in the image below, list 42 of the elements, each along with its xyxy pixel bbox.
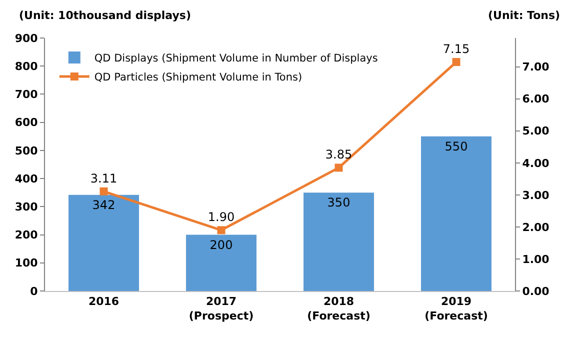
y-tick-label: 700 <box>14 88 38 102</box>
bar <box>421 136 492 291</box>
legend-label: QD Displays (Shipment Volume in Number of Displays <box>94 52 378 65</box>
y2-axis-title: (Unit: Tons) <box>488 9 560 22</box>
data-label: 7.15 <box>442 42 470 56</box>
bar <box>186 234 256 291</box>
y-tick-label: 800 <box>14 60 38 73</box>
x-tick-label: 2016 <box>88 295 120 308</box>
y2-tick-label: 7.00 <box>522 60 550 74</box>
legend-label: QD Particles (Shipment Volume in Tons) <box>94 72 302 84</box>
y-tick-label: 600 <box>14 116 38 130</box>
data-label: 550 <box>444 139 468 154</box>
y2-tick-label: 4.00 <box>522 156 550 170</box>
y-tick-label: 200 <box>14 228 38 242</box>
bar <box>68 194 139 291</box>
point <box>217 226 226 234</box>
point <box>452 58 460 66</box>
y-axis-title: (Unit: 10thousand displays) <box>19 9 192 22</box>
y-tick-label: 100 <box>14 256 38 270</box>
data-label: 3.11 <box>90 171 118 186</box>
data-label: 200 <box>210 238 233 252</box>
x-tick-label: 2018 (Forecast) <box>307 295 370 322</box>
y-tick-label: 400 <box>14 172 38 186</box>
data-label: 1.90 <box>208 210 235 224</box>
y2-tick-label: 3.00 <box>522 188 550 202</box>
y2-tick-label: 2.00 <box>522 220 550 234</box>
point <box>334 164 343 172</box>
bar <box>304 192 374 291</box>
y2-tick-label: 5.00 <box>522 124 550 138</box>
data-label: 350 <box>327 196 350 210</box>
data-label: 3.85 <box>325 148 352 162</box>
y-tick-label: 300 <box>14 200 38 214</box>
y-tick-label: 500 <box>14 144 38 158</box>
y2-tick-label: 0.00 <box>522 284 550 298</box>
data-label: 342 <box>92 198 116 212</box>
y-tick-label: 900 <box>14 32 38 45</box>
y2-tick-label: 1.00 <box>522 252 550 266</box>
x-tick-label: 2019 (Forecast) <box>424 295 488 322</box>
y-tick-label: 0 <box>30 284 38 298</box>
y2-tick-label: 6.00 <box>522 92 550 106</box>
x-tick-label: 2017 (Prospect) <box>188 295 254 322</box>
point <box>100 187 108 196</box>
